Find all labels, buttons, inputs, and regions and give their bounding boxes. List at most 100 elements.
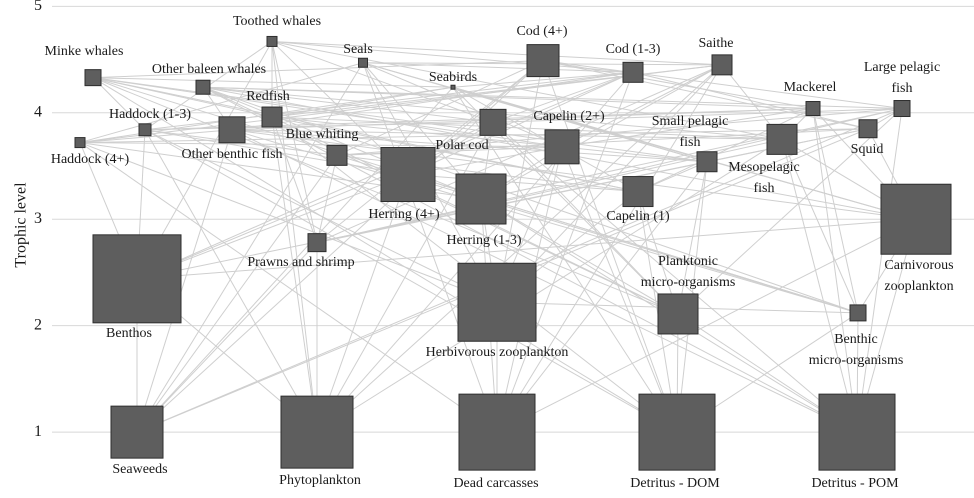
link (271, 116, 639, 193)
node-label: Saithe (699, 36, 734, 51)
node-label: Seabirds (429, 70, 477, 85)
node-box (380, 147, 436, 203)
node-label: Prawns and shrimp (247, 255, 354, 270)
node-label: Other baleen whales (152, 62, 266, 77)
y-tick-label: 2 (34, 316, 42, 333)
node-box (880, 183, 952, 255)
node-box (696, 151, 718, 173)
link (79, 129, 233, 144)
node-box (622, 61, 644, 83)
node-box (526, 44, 560, 78)
link (637, 108, 814, 193)
y-tick-label: 1 (34, 423, 42, 440)
node-label: Capelin (1) (606, 209, 670, 224)
node-box (326, 144, 348, 166)
link (316, 138, 783, 433)
link (856, 108, 903, 433)
link (492, 121, 858, 433)
axis-label: Trophic level (13, 182, 30, 268)
link (677, 108, 903, 315)
node-box (450, 84, 456, 90)
node-box (358, 57, 368, 68)
node-box (893, 100, 911, 118)
link (561, 146, 678, 433)
node-box (818, 393, 896, 471)
node-box (110, 405, 164, 459)
link (144, 129, 678, 433)
link (79, 128, 869, 144)
link (496, 161, 708, 433)
node-label: Detritus - POM (811, 476, 899, 491)
node-box (858, 119, 878, 139)
node-label: Capelin (2+) (533, 109, 605, 124)
link (136, 86, 454, 433)
node-label: Polar cod (435, 138, 488, 153)
node-box (638, 393, 716, 471)
nodes: Toothed whales Seals Minke whales Other bal… (45, 14, 954, 491)
node-label: Benthic (834, 332, 878, 347)
link (271, 40, 783, 140)
node-box (849, 304, 867, 322)
node-label: Minke whales (45, 44, 124, 59)
link (362, 62, 634, 73)
node-box (195, 79, 211, 95)
link (561, 108, 814, 148)
node-label: Blue whiting (286, 127, 359, 142)
node-box (458, 393, 536, 471)
node-label: Haddock (1-3) (109, 107, 191, 122)
node-box (544, 129, 580, 165)
node-label: Carnivorous (884, 258, 953, 273)
node-box (266, 35, 278, 47)
link (492, 71, 634, 123)
link (144, 129, 409, 176)
link (542, 60, 678, 433)
link (316, 155, 338, 243)
node-label: Herring (4+) (368, 207, 440, 222)
y-tick-label: 4 (34, 103, 42, 120)
link (136, 129, 233, 433)
link (136, 218, 917, 280)
node-label: Squid (851, 142, 884, 157)
link (136, 155, 338, 433)
link (480, 198, 679, 315)
link (231, 129, 917, 220)
link (136, 174, 409, 280)
node-label: Toothed whales (233, 14, 321, 29)
node-label: micro-organisms (809, 353, 904, 368)
link (316, 108, 903, 244)
node-label: Redfish (246, 89, 290, 104)
node-label: Mesopelagic (728, 160, 800, 175)
node-box (92, 234, 182, 324)
node-label: Large pelagic (864, 60, 940, 75)
node-box (218, 116, 246, 144)
node-label: Planktonic (658, 254, 718, 269)
node-label: Mackerel (784, 80, 837, 95)
link (92, 77, 678, 433)
node-label: fish (892, 81, 913, 96)
link (271, 116, 783, 140)
link (79, 64, 723, 144)
node-box (457, 262, 537, 342)
link (407, 174, 639, 193)
node-label: zooplankton (884, 279, 953, 294)
node-label: Benthos (106, 326, 152, 341)
node-label: Herring (1-3) (446, 233, 521, 248)
link (92, 60, 544, 79)
node-label: Seals (343, 42, 373, 57)
node-label: Detritus - DOM (630, 476, 720, 491)
y-tick-label: 5 (34, 0, 42, 14)
node-box (84, 69, 102, 87)
link (452, 86, 917, 220)
node-box (280, 395, 354, 469)
node-box (455, 173, 507, 225)
node-label: micro-organisms (641, 275, 736, 290)
link (144, 129, 318, 433)
node-label: Dead carcasses (453, 476, 538, 491)
node-label: Phytoplankton (279, 473, 361, 488)
link (496, 64, 723, 303)
node-box (766, 123, 798, 155)
link (677, 161, 708, 315)
link (271, 40, 723, 66)
